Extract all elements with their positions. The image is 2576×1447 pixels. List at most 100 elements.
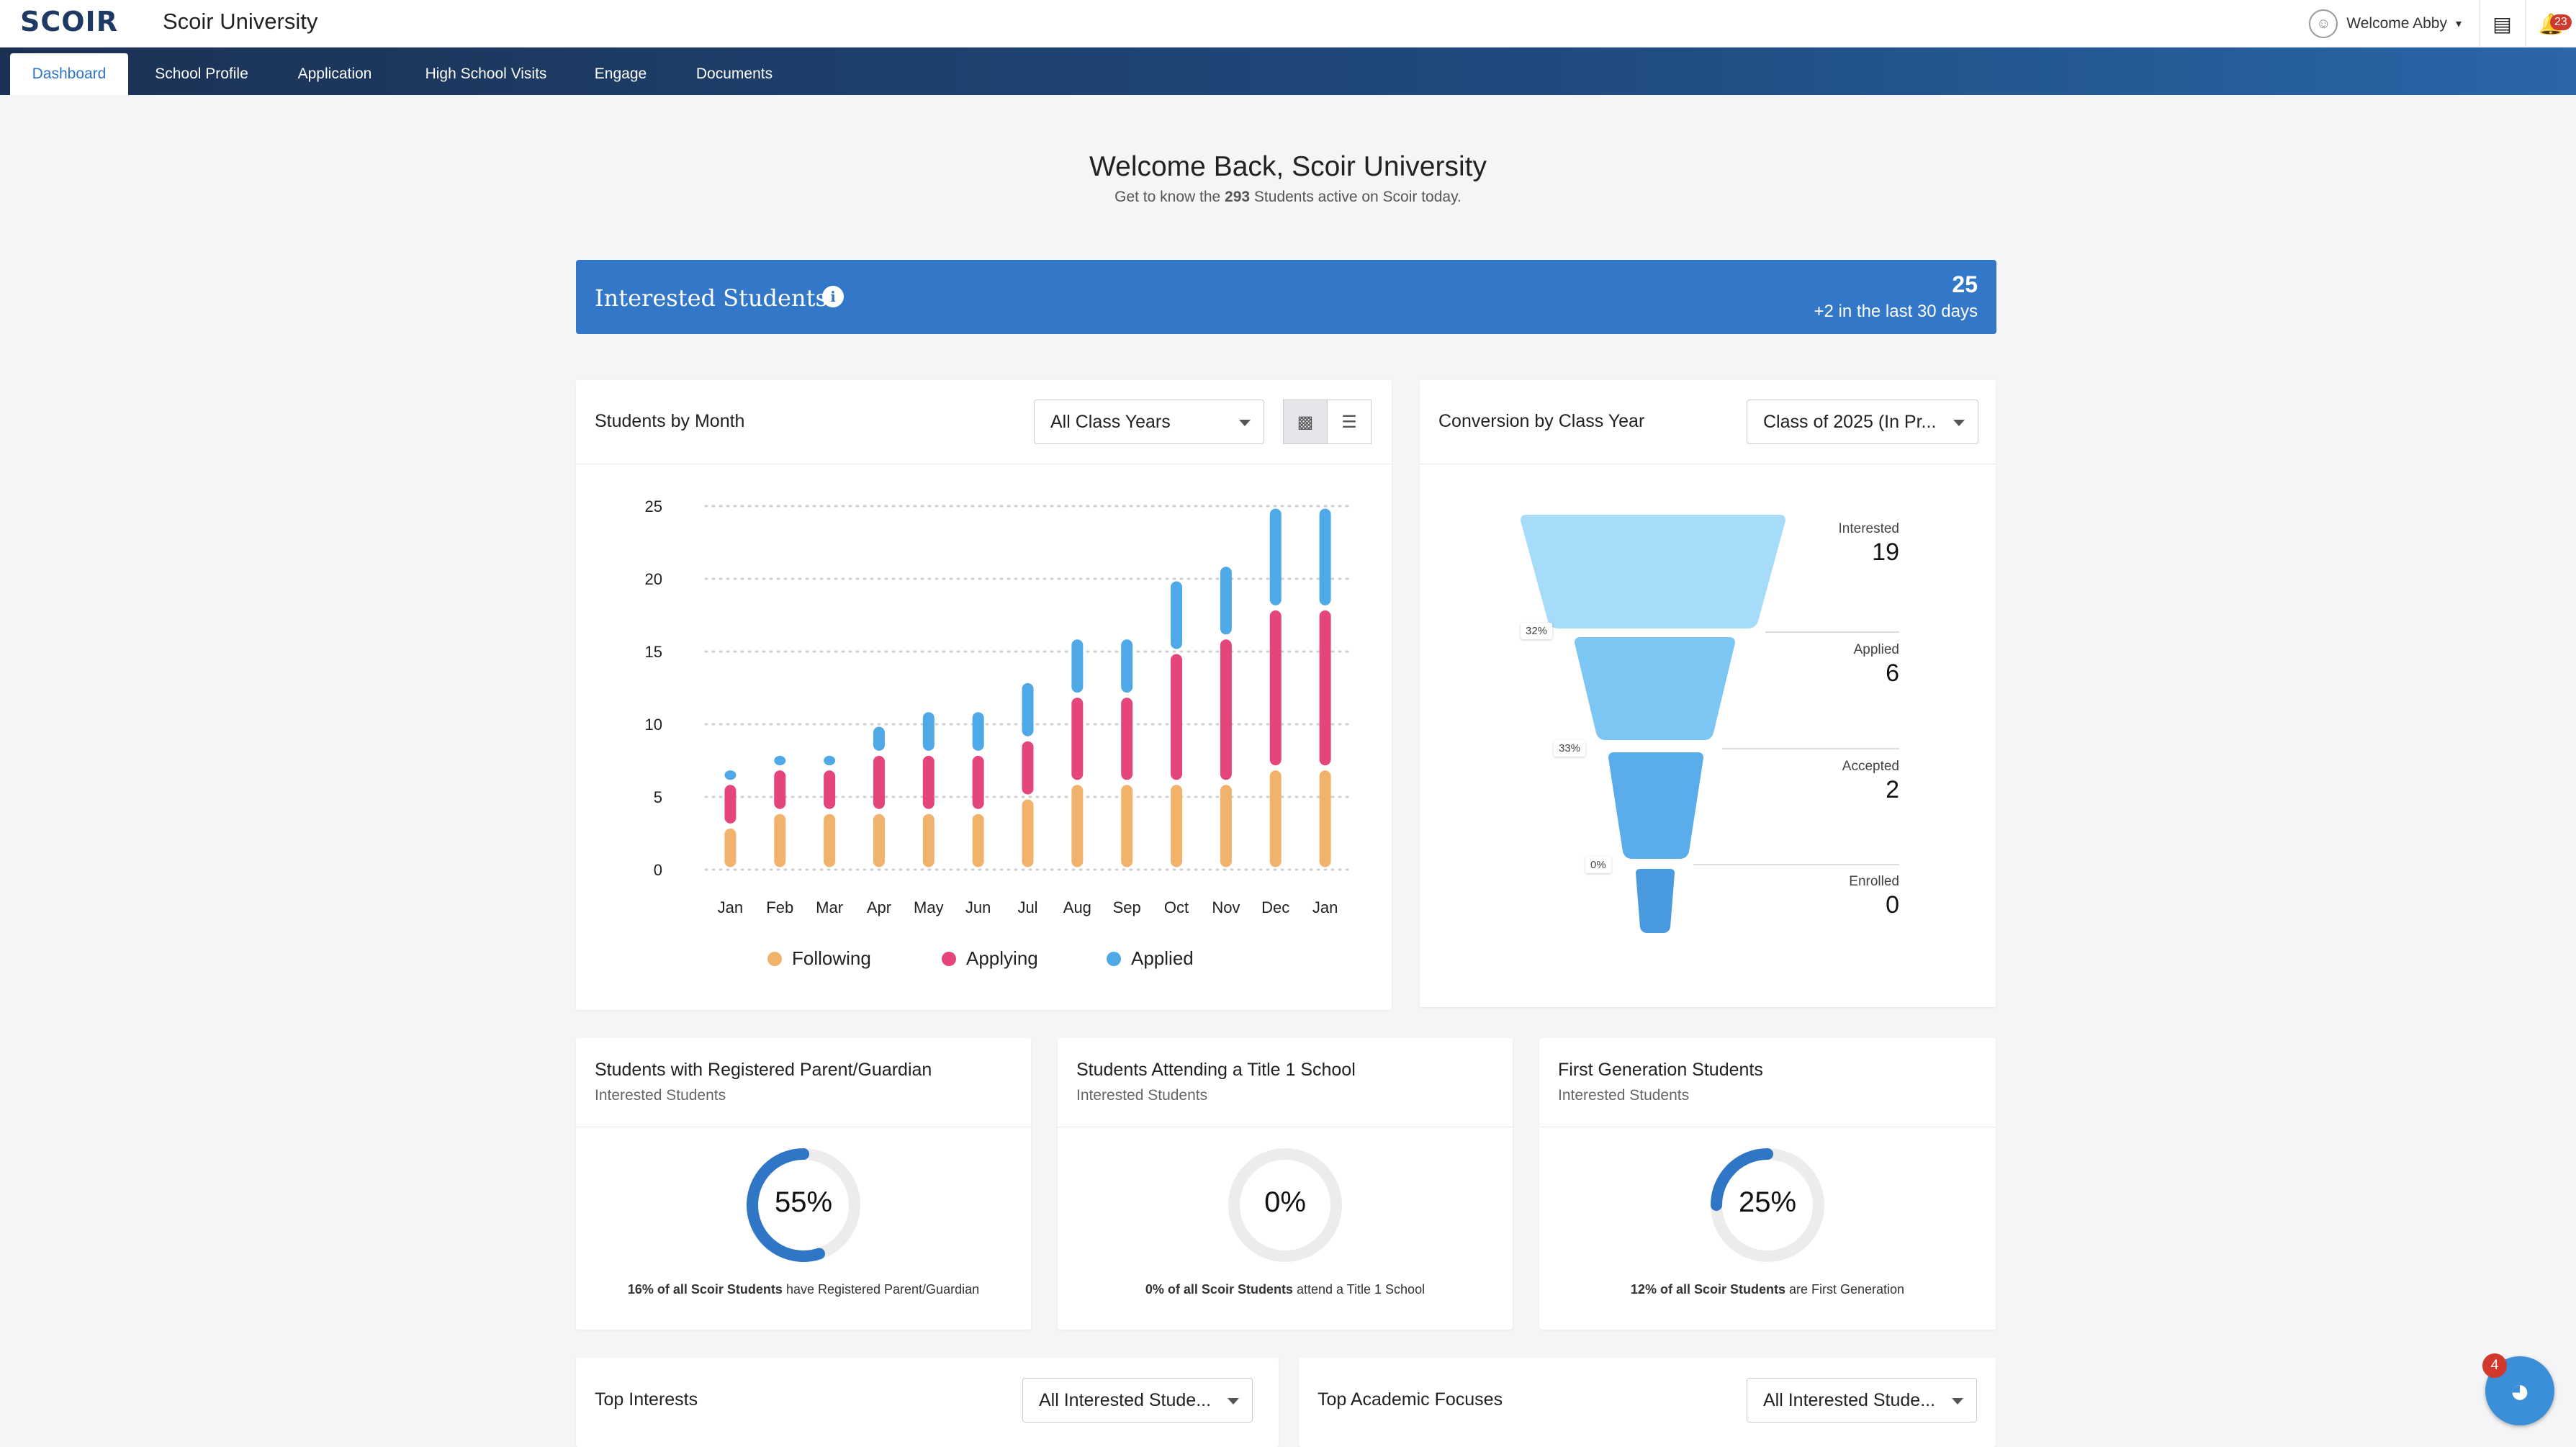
- rate-accepted-enrolled: 0%: [1585, 857, 1611, 873]
- bar-applying-2: [824, 770, 836, 809]
- donut-footnote: 0% of all Scoir Students attend a Title …: [1145, 1282, 1426, 1297]
- tab-dashboard[interactable]: Dashboard: [10, 53, 128, 95]
- tab-application[interactable]: Application: [297, 66, 372, 82]
- conversion-card: Conversion by Class Year Class of 2025 (…: [1420, 380, 1996, 1007]
- bar-applying-6: [1022, 741, 1034, 795]
- notifications-button[interactable]: 🔔 23: [2526, 0, 2576, 48]
- app-title: Scoir University: [163, 9, 318, 34]
- active-student-count: 293: [1225, 189, 1251, 205]
- notification-badge: 23: [2550, 14, 2572, 30]
- interested-students-banner[interactable]: Interested Students i 25 +2 in the last …: [576, 260, 1996, 334]
- page-title: Welcome Back, Scoir University: [1089, 151, 1487, 182]
- bar-applying-9: [1171, 654, 1183, 780]
- bar-applying-8: [1121, 698, 1133, 780]
- bar-applied-4: [922, 712, 935, 751]
- academic-filter-select[interactable]: All Interested Stude...: [1747, 1378, 1977, 1423]
- x-tick-label: Jul: [1017, 898, 1037, 916]
- bar-following-1: [774, 813, 786, 867]
- top-interests-card: Top Interests All Interested Stude...: [576, 1358, 1279, 1447]
- bar-chart-icon: ▩: [1297, 412, 1314, 432]
- bar-following-6: [1022, 799, 1034, 867]
- donut-value: 55%: [774, 1186, 833, 1218]
- bar-following-4: [922, 813, 935, 867]
- students-by-month-card: Students by Month All Class Years ▩ ☰ 0 5…: [576, 380, 1392, 1010]
- list-view-button[interactable]: ☰: [1327, 400, 1372, 444]
- bar-following-12: [1319, 770, 1331, 867]
- bar-following-9: [1171, 785, 1183, 867]
- class-of-select[interactable]: Class of 2025 (In Pr...: [1747, 400, 1978, 444]
- donut-chart: [747, 1148, 860, 1262]
- bar-applied-12: [1319, 508, 1331, 605]
- scoir-logo[interactable]: SCOIR: [20, 6, 118, 37]
- bar-applying-1: [774, 770, 786, 809]
- help-button[interactable]: ◕: [2485, 1356, 2554, 1425]
- bar-following-11: [1269, 770, 1282, 867]
- students-by-month-chart: 0 5 10 15 20 25 Jan Feb Mar Apr May Jun Jul Aug Sep Oct…: [645, 497, 1351, 916]
- bar-applied-3: [873, 726, 885, 751]
- bar-applying-5: [972, 755, 984, 809]
- y-tick-label: 15: [645, 643, 662, 661]
- card-subtitle: Interested Students: [595, 1087, 726, 1104]
- stat-card-parent-guardian: Students with Registered Parent/Guardian…: [576, 1038, 1031, 1330]
- tab-high-school-visits[interactable]: High School Visits: [425, 66, 547, 82]
- y-tick-label: 0: [654, 861, 662, 879]
- bar-applied-5: [972, 712, 984, 751]
- donut-arc: [747, 1148, 860, 1262]
- bar-applied-0: [724, 770, 737, 780]
- interests-filter-select[interactable]: All Interested Stude...: [1022, 1378, 1253, 1423]
- chart-view-button[interactable]: ▩: [1283, 400, 1328, 444]
- banner-title: Interested Students: [595, 284, 827, 312]
- bar-following-2: [824, 813, 836, 867]
- bar-applying-3: [873, 755, 885, 809]
- donut-footnote: 16% of all Scoir Students have Registere…: [627, 1282, 980, 1297]
- top-bar: SCOIR Scoir University ☺ Welcome Abby ▾ …: [0, 0, 2576, 48]
- class-year-select[interactable]: All Class Years: [1034, 400, 1264, 444]
- card-title: Top Academic Focuses: [1318, 1389, 1503, 1410]
- bar-applying-10: [1220, 639, 1232, 780]
- funnel-interested: [1521, 515, 1785, 628]
- x-tick-label: Jun: [965, 898, 991, 916]
- stat-card-first-gen: First Generation Students Interested Stu…: [1539, 1038, 1996, 1330]
- y-tick-label: 10: [645, 716, 662, 734]
- x-tick-label: Jan: [1312, 898, 1338, 916]
- donut-chart: [1228, 1148, 1342, 1262]
- funnel-applied: [1575, 637, 1735, 740]
- card-subtitle: Interested Students: [1076, 1087, 1208, 1104]
- help-badge: 4: [2482, 1353, 2507, 1378]
- main-nav: Dashboard School Profile Application Hig…: [0, 48, 2576, 95]
- bar-applied-9: [1171, 581, 1183, 649]
- x-tick-label: Nov: [1212, 898, 1240, 916]
- legend-dot-icon: [767, 951, 782, 966]
- bar-applying-4: [922, 755, 935, 809]
- bar-following-8: [1121, 785, 1133, 867]
- chevron-down-icon: ▾: [2455, 18, 2462, 30]
- tab-documents[interactable]: Documents: [695, 66, 773, 82]
- card-title: Top Interests: [595, 1389, 698, 1410]
- bar-following-5: [972, 813, 984, 867]
- x-tick-label: Feb: [766, 898, 793, 916]
- list-icon: ☰: [1341, 412, 1357, 432]
- bar-applying-12: [1319, 610, 1331, 766]
- funnel-accepted: [1608, 752, 1703, 859]
- tab-school-profile[interactable]: School Profile: [155, 66, 248, 82]
- messages-icon[interactable]: ▤: [2480, 0, 2526, 48]
- user-menu[interactable]: ☺ Welcome Abby ▾: [2292, 0, 2480, 48]
- x-tick-label: May: [914, 898, 944, 916]
- x-tick-label: Aug: [1063, 898, 1091, 916]
- legend-applied: Applied: [1107, 947, 1194, 970]
- legend-applying: Applying: [942, 947, 1038, 970]
- top-academic-card: Top Academic Focuses All Interested Stud…: [1299, 1358, 1996, 1447]
- banner-delta: +2 in the last 30 days: [1814, 302, 1978, 321]
- bar-following-10: [1220, 785, 1232, 867]
- x-tick-label: Oct: [1164, 898, 1189, 916]
- info-icon[interactable]: i: [822, 286, 844, 307]
- bar-applying-11: [1269, 610, 1282, 766]
- rate-applied-accepted: 33%: [1554, 740, 1586, 757]
- card-subtitle: Interested Students: [1558, 1087, 1690, 1104]
- tab-engage[interactable]: Engage: [594, 66, 647, 82]
- card-title: Students Attending a Title 1 School: [1076, 1060, 1356, 1080]
- legend-dot-icon: [942, 951, 956, 966]
- card-title: Conversion by Class Year: [1438, 411, 1645, 431]
- bar-applied-7: [1071, 639, 1084, 693]
- funnel-enrolled: [1636, 869, 1675, 933]
